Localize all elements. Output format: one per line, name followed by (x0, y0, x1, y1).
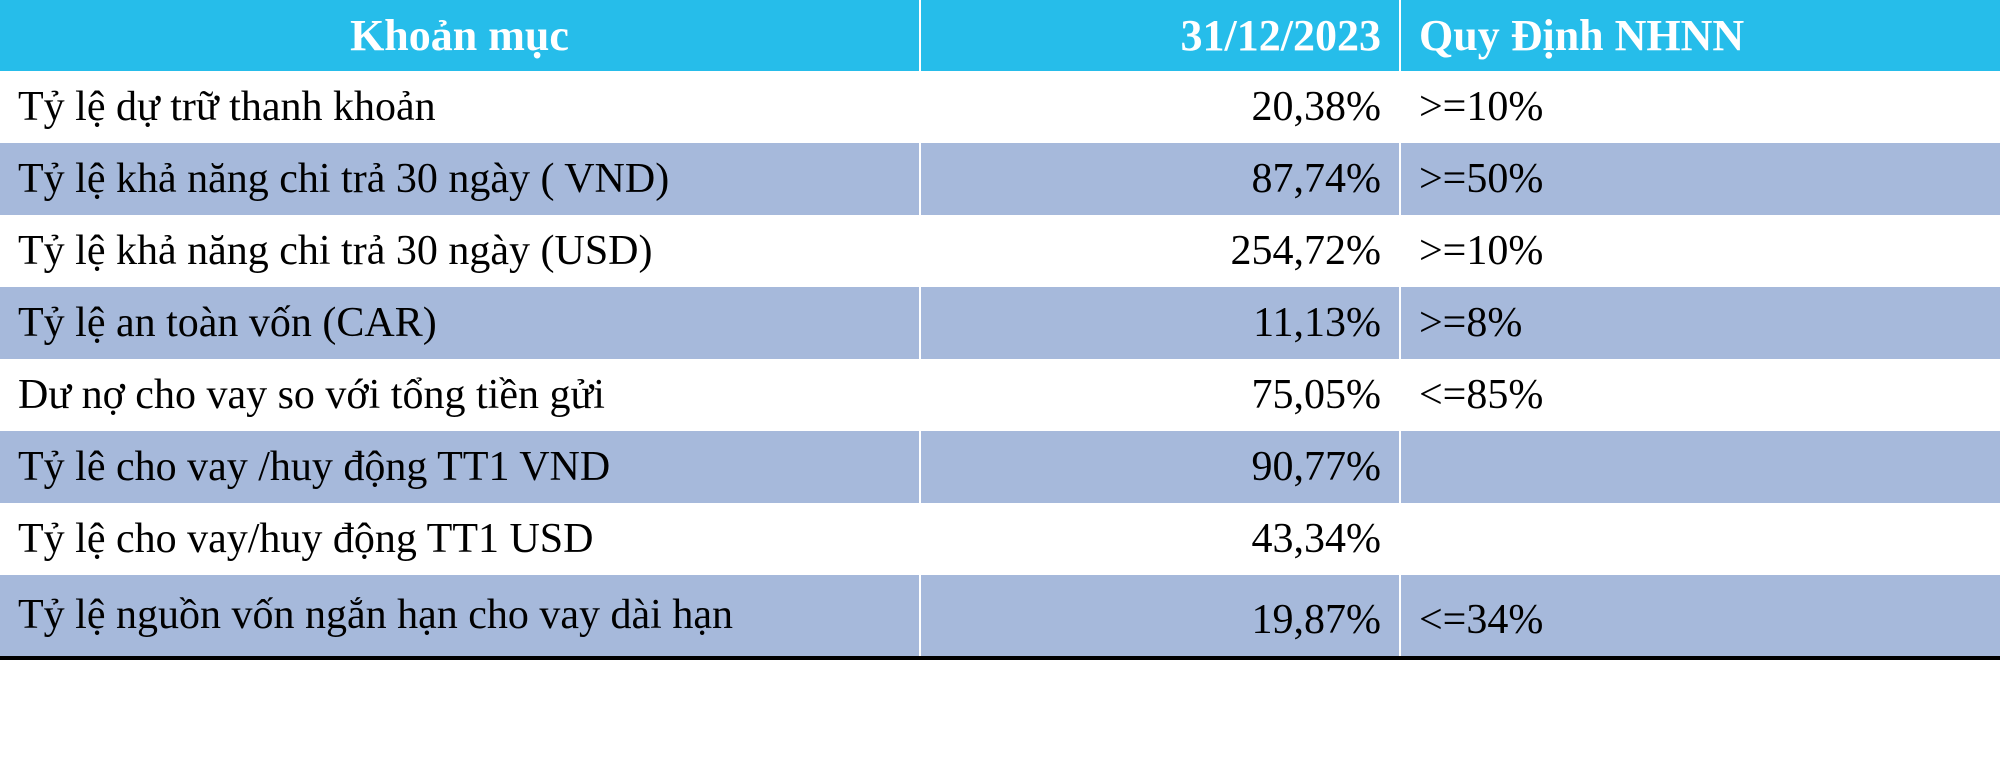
cell-regulation: >=10% (1400, 215, 2000, 287)
financial-ratios-table: Khoản mục 31/12/2023 Quy Định NHNN Tỷ lệ… (0, 0, 2000, 660)
cell-item: Tỷ lệ khả năng chi trả 30 ngày ( VND) (0, 143, 920, 215)
cell-value: 90,77% (920, 431, 1400, 503)
table-row: Tỷ lê cho vay /huy động TT1 VND 90,77% (0, 431, 2000, 503)
cell-value: 87,74% (920, 143, 1400, 215)
cell-regulation: <=34% (1400, 575, 2000, 658)
table-row: Tỷ lệ khả năng chi trả 30 ngày (USD) 254… (0, 215, 2000, 287)
cell-item: Tỷ lê cho vay /huy động TT1 VND (0, 431, 920, 503)
table-row: Tỷ lệ dự trữ thanh khoản 20,38% >=10% (0, 71, 2000, 143)
cell-regulation: <=85% (1400, 359, 2000, 431)
cell-item: Tỷ lệ cho vay/huy động TT1 USD (0, 503, 920, 575)
cell-value: 20,38% (920, 71, 1400, 143)
table-row: Dư nợ cho vay so với tổng tiền gửi 75,05… (0, 359, 2000, 431)
table-row: Tỷ lệ an toàn vốn (CAR) 11,13% >=8% (0, 287, 2000, 359)
cell-item: Tỷ lệ an toàn vốn (CAR) (0, 287, 920, 359)
header-item: Khoản mục (0, 0, 920, 71)
header-date: 31/12/2023 (920, 0, 1400, 71)
cell-item: Tỷ lệ dự trữ thanh khoản (0, 71, 920, 143)
cell-item: Dư nợ cho vay so với tổng tiền gửi (0, 359, 920, 431)
cell-item: Tỷ lệ nguồn vốn ngắn hạn cho vay dài hạn (0, 575, 920, 658)
cell-regulation: >=50% (1400, 143, 2000, 215)
cell-item: Tỷ lệ khả năng chi trả 30 ngày (USD) (0, 215, 920, 287)
cell-regulation: >=8% (1400, 287, 2000, 359)
table-row: Tỷ lệ cho vay/huy động TT1 USD 43,34% (0, 503, 2000, 575)
cell-regulation (1400, 503, 2000, 575)
cell-value: 19,87% (920, 575, 1400, 658)
cell-regulation: >=10% (1400, 71, 2000, 143)
cell-regulation (1400, 431, 2000, 503)
table-row: Tỷ lệ nguồn vốn ngắn hạn cho vay dài hạn… (0, 575, 2000, 658)
cell-value: 254,72% (920, 215, 1400, 287)
header-regulation: Quy Định NHNN (1400, 0, 2000, 71)
table-header-row: Khoản mục 31/12/2023 Quy Định NHNN (0, 0, 2000, 71)
cell-value: 11,13% (920, 287, 1400, 359)
cell-value: 75,05% (920, 359, 1400, 431)
table-row: Tỷ lệ khả năng chi trả 30 ngày ( VND) 87… (0, 143, 2000, 215)
cell-value: 43,34% (920, 503, 1400, 575)
